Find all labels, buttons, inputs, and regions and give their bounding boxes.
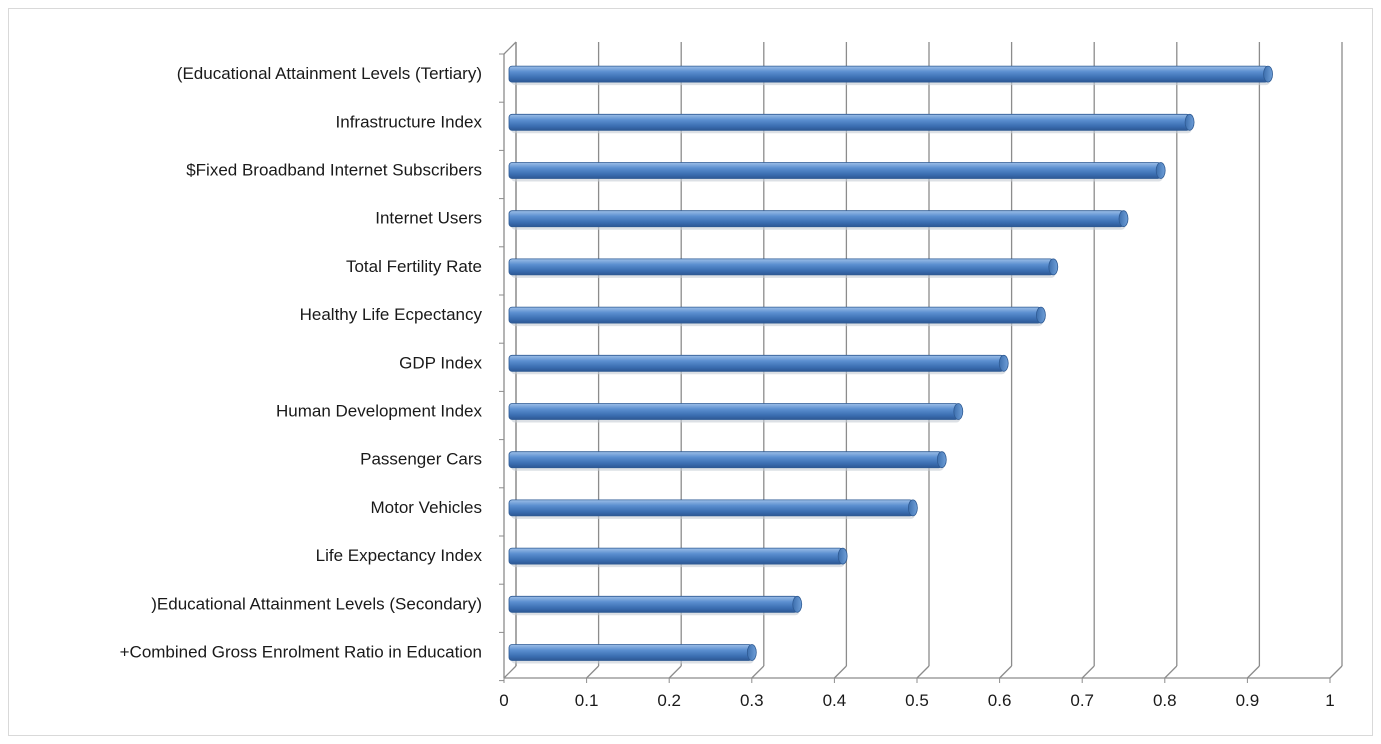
category-label: Passenger Cars	[360, 450, 482, 469]
bar	[508, 451, 947, 471]
category-label: Life Expectancy Index	[316, 546, 483, 565]
gridline	[916, 42, 930, 683]
category-label: +Combined Gross Enrolment Ratio in Educa…	[120, 643, 482, 662]
x-tick-label: 0.7	[1070, 691, 1094, 710]
gridline	[999, 42, 1013, 683]
category-label: $Fixed Broadband Internet Subscribers	[186, 161, 482, 180]
x-tick-label: 0.1	[575, 691, 599, 710]
bar	[508, 644, 757, 664]
category-label: Healthy Life Ecpectancy	[300, 305, 483, 324]
bar	[508, 547, 848, 568]
bar	[508, 113, 1195, 134]
bar	[508, 258, 1059, 278]
category-label: Total Fertility Rate	[346, 257, 482, 276]
x-tick-label: 0.2	[657, 691, 681, 710]
bar	[508, 162, 1166, 182]
label-layer: (Educational Attainment Levels (Tertiary…	[120, 64, 483, 661]
category-label: Human Development Index	[276, 402, 483, 421]
bar	[508, 306, 1046, 327]
bar	[508, 595, 803, 616]
gridline	[1164, 42, 1178, 683]
gridline	[1246, 42, 1261, 683]
x-tick-label: 0.3	[740, 691, 764, 710]
bar-layer	[508, 65, 1273, 664]
x-tick-label: 0	[499, 691, 508, 710]
bar	[508, 499, 918, 519]
gridline	[1329, 42, 1343, 683]
category-label: GDP Index	[399, 353, 482, 372]
category-label: Motor Vehicles	[371, 498, 483, 517]
x-tick-label: 0.6	[988, 691, 1012, 710]
category-label: Internet Users	[375, 209, 482, 228]
category-label: (Educational Attainment Levels (Tertiary…	[177, 64, 482, 83]
tick-layer: 0 0.1 0.2 0.3 0.4 0.5 0.6 0.7 0.8 0.9 1	[499, 691, 1334, 710]
x-tick-label: 1	[1325, 691, 1334, 710]
gridline	[833, 42, 848, 683]
category-label: Infrastructure Index	[336, 112, 483, 131]
x-tick-label: 0.4	[823, 691, 847, 710]
x-tick-label: 0.5	[905, 691, 929, 710]
x-tick-label: 0.9	[1236, 691, 1260, 710]
bar	[508, 354, 1009, 375]
gridline	[1081, 42, 1095, 683]
bar	[508, 210, 1129, 230]
bar	[508, 403, 964, 423]
bar	[508, 65, 1273, 86]
x-tick-label: 0.8	[1153, 691, 1177, 710]
category-label: )Educational Attainment Levels (Secondar…	[151, 594, 482, 613]
